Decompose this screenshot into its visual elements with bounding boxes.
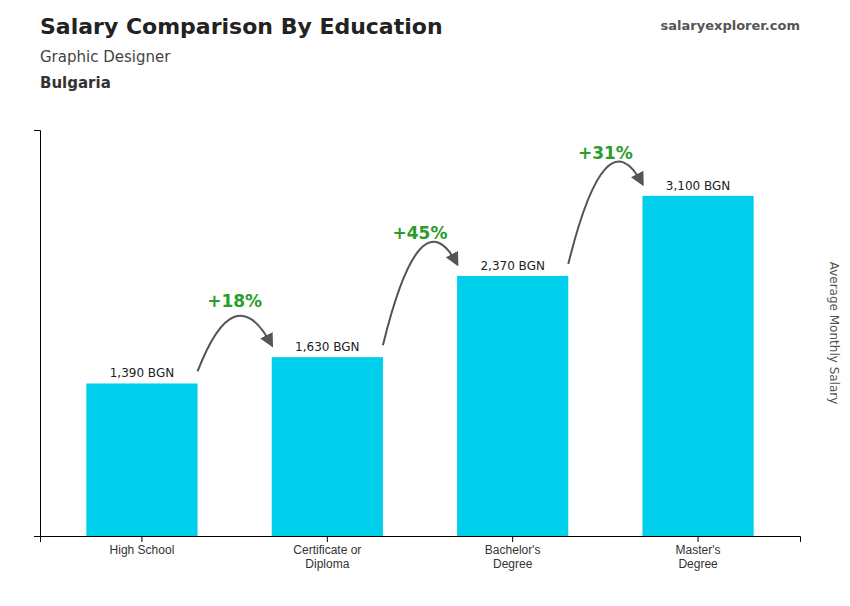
x-tick-label: Certificate orDiploma bbox=[293, 543, 361, 571]
bar bbox=[86, 383, 197, 536]
x-tick: High School bbox=[110, 536, 175, 557]
data-labels: 1,390 BGN 1,630 BGN 2,370 BGN 3,100 BGN bbox=[110, 179, 731, 381]
x-axis-line bbox=[41, 537, 801, 543]
x-tick: Bachelor'sDegree bbox=[485, 536, 541, 571]
brand: salaryexplorer.com bbox=[661, 18, 800, 33]
x-tick-mark bbox=[512, 536, 513, 542]
x-tick: Master'sDegree bbox=[676, 536, 721, 571]
x-tick-label: Bachelor'sDegree bbox=[485, 543, 541, 571]
change-label: +31% bbox=[578, 143, 633, 163]
change-label: +18% bbox=[207, 291, 262, 311]
change-arrow bbox=[383, 242, 457, 345]
data-label: 1,390 BGN bbox=[110, 366, 174, 380]
plot: High School Certificate orDiploma Bachelor… bbox=[34, 131, 801, 571]
x-tick: Certificate orDiploma bbox=[293, 536, 361, 571]
annotations: +18% +45% +31% bbox=[198, 143, 643, 372]
change-arrow bbox=[568, 162, 642, 264]
chart: Salary Comparison By Education Graphic De… bbox=[0, 0, 850, 606]
x-tick-mark bbox=[141, 536, 142, 542]
data-label: 2,370 BGN bbox=[480, 259, 544, 273]
x-tick-mark bbox=[698, 536, 699, 542]
x-axis: High School Certificate orDiploma Bachelor… bbox=[41, 536, 801, 571]
x-tick-label: High School bbox=[110, 543, 175, 557]
x-tick-label: Master'sDegree bbox=[676, 543, 721, 571]
change-label: +45% bbox=[393, 223, 448, 243]
change-arrow bbox=[198, 316, 272, 372]
y-axis-title: Average Monthly Salary bbox=[827, 262, 841, 405]
x-tick-mark bbox=[327, 536, 328, 542]
data-label: 3,100 BGN bbox=[666, 179, 730, 193]
data-label: 1,630 BGN bbox=[295, 340, 359, 354]
subtitle: Graphic Designer bbox=[40, 48, 171, 66]
bar bbox=[457, 276, 568, 536]
bars bbox=[86, 196, 753, 536]
bar bbox=[642, 196, 753, 536]
y-axis bbox=[34, 131, 41, 537]
bar bbox=[272, 357, 383, 536]
y-axis-line bbox=[34, 131, 41, 537]
country: Bulgaria bbox=[40, 74, 111, 92]
title: Salary Comparison By Education bbox=[40, 14, 443, 39]
